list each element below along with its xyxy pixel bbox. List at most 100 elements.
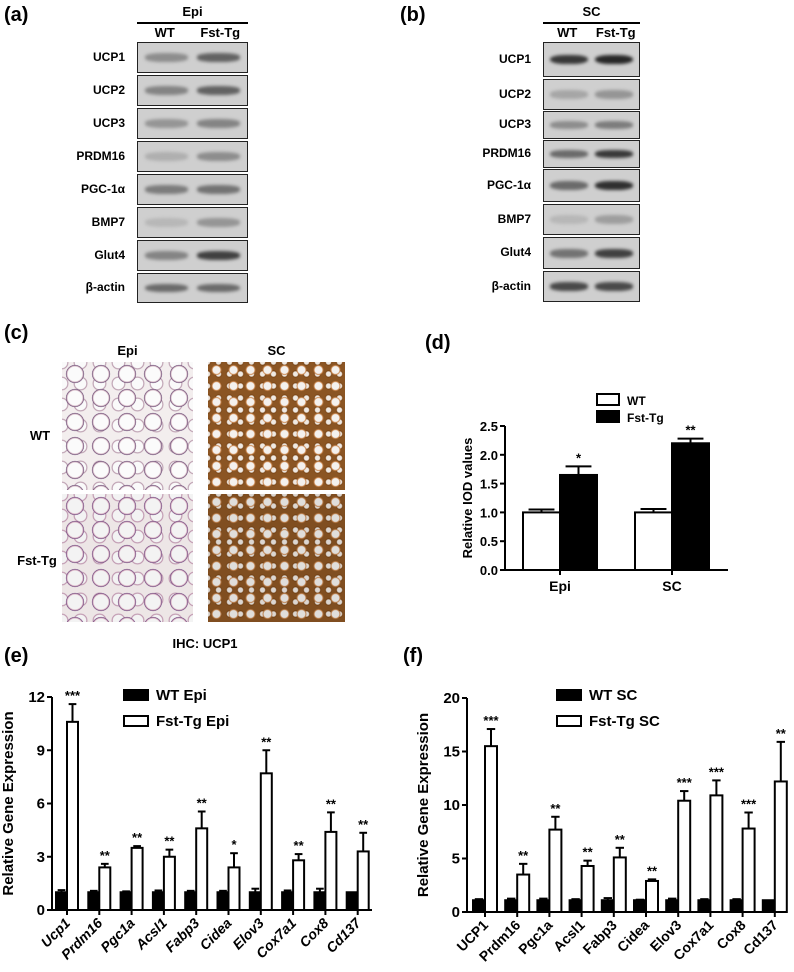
significance-marker: ** bbox=[647, 863, 658, 878]
bar-fst-tg-sc bbox=[548, 828, 563, 913]
bar-wt-epi bbox=[281, 891, 295, 911]
protein-band bbox=[144, 251, 189, 260]
significance-marker: *** bbox=[709, 764, 725, 779]
significance-marker: *** bbox=[677, 775, 693, 790]
y-axis-label: Relative IOD values bbox=[460, 438, 475, 559]
legend-swatch bbox=[123, 715, 149, 727]
bar-fst-tg-epi bbox=[259, 772, 273, 912]
y-tick-label: 2.5 bbox=[480, 419, 498, 434]
bar-wt-sc bbox=[729, 899, 744, 913]
ihc-column-epi: Epi bbox=[117, 343, 138, 358]
lane-header-wt: WT bbox=[557, 25, 578, 40]
significance-marker: ** bbox=[685, 423, 696, 438]
ihc-caption: IHC: UCP1 bbox=[172, 636, 238, 651]
x-tick-label: Cd137 bbox=[323, 914, 365, 956]
blot-row-label: β-actin bbox=[85, 280, 125, 294]
legend-label: Fst-Tg bbox=[627, 411, 664, 425]
blot-row-label: PRDM16 bbox=[482, 146, 531, 160]
blot-strip bbox=[543, 237, 640, 269]
bar-wt-sc bbox=[697, 899, 712, 913]
lane-header-fst-tg: Fst-Tg bbox=[200, 25, 241, 40]
blot-strip bbox=[137, 174, 248, 205]
blot-strip bbox=[543, 140, 640, 168]
panel-label-d: (d) bbox=[425, 332, 451, 354]
ihc-row-wt: WT bbox=[29, 428, 51, 443]
blot-row-label: UCP3 bbox=[498, 117, 531, 131]
bar-wt bbox=[634, 511, 673, 572]
x-tick-label: Cd137 bbox=[740, 917, 781, 958]
y-tick-label: 0 bbox=[452, 904, 460, 921]
bar-fst-tg-sc bbox=[773, 780, 788, 914]
chart-d: 0.0 0.5 1.0 1.5 2.0 2.5 Relative IOD values Epi… bbox=[460, 393, 728, 594]
blot-row-label: Glut4 bbox=[94, 247, 125, 262]
significance-marker: ** bbox=[164, 834, 175, 849]
significance-marker: ** bbox=[518, 848, 529, 863]
ihc-image-epi-wt bbox=[62, 362, 193, 490]
bar-fst-tg-sc bbox=[612, 856, 627, 913]
y-tick-label: 1.0 bbox=[480, 505, 498, 520]
significance-marker: ** bbox=[615, 832, 626, 847]
x-tick-label: Epi bbox=[549, 578, 571, 594]
bar-wt bbox=[522, 511, 561, 572]
bar-wt-epi bbox=[184, 891, 198, 911]
bar-fst-tg-sc bbox=[741, 827, 756, 913]
bar-wt-epi bbox=[248, 891, 262, 911]
y-tick-label: 5 bbox=[452, 851, 460, 868]
protein-band bbox=[549, 180, 588, 191]
blot-strip bbox=[543, 169, 640, 202]
bar-wt-sc bbox=[633, 899, 647, 913]
header-rule bbox=[543, 22, 640, 24]
y-tick-label: 20 bbox=[443, 690, 460, 707]
protein-band bbox=[595, 282, 634, 291]
protein-band bbox=[549, 282, 588, 291]
y-tick-label: 15 bbox=[443, 744, 460, 761]
protein-band bbox=[549, 150, 588, 158]
bar-wt-epi bbox=[55, 891, 68, 911]
significance-marker: ** bbox=[776, 726, 787, 741]
protein-band bbox=[196, 86, 241, 95]
bar-wt-sc bbox=[600, 899, 615, 913]
blot-strip bbox=[543, 204, 640, 235]
blot-row-label: UCP3 bbox=[92, 115, 125, 130]
blot-strip bbox=[543, 79, 640, 110]
bar-fst-tg-sc bbox=[580, 864, 595, 913]
bar-wt-sc bbox=[665, 899, 680, 913]
y-tick-label: 0.5 bbox=[480, 534, 498, 549]
blot-row-label: PRDM16 bbox=[76, 148, 125, 163]
legend-swatch bbox=[556, 715, 582, 727]
protein-band bbox=[549, 121, 588, 129]
y-tick-label: 0.0 bbox=[480, 563, 498, 578]
bar-fst-tg-epi bbox=[130, 846, 144, 911]
bar-wt-sc bbox=[536, 899, 551, 913]
blot-strip bbox=[543, 42, 640, 77]
protein-band bbox=[595, 90, 634, 99]
bar-wt-epi bbox=[151, 891, 165, 911]
protein-band bbox=[144, 218, 189, 227]
blot-strip bbox=[543, 111, 640, 139]
significance-marker: ** bbox=[100, 848, 111, 863]
bar-fst-tg-epi bbox=[292, 859, 306, 911]
blot-row-label: PGC-1α bbox=[486, 177, 531, 192]
blot-strip bbox=[137, 108, 248, 139]
significance-marker: ** bbox=[326, 796, 337, 811]
blot-strip bbox=[137, 141, 248, 172]
y-tick-label: 10 bbox=[443, 797, 460, 814]
significance-marker: ** bbox=[358, 817, 369, 832]
bar-fst-tg-epi bbox=[227, 866, 241, 912]
bar-wt-sc bbox=[568, 899, 583, 913]
ihc-image-epi-fst-tg bbox=[62, 494, 193, 622]
protein-band bbox=[595, 180, 634, 191]
protein-band bbox=[549, 248, 588, 258]
protein-band bbox=[196, 218, 241, 227]
western-blot-epi: Epi WT Fst-Tg UCP1 UCP2 UCP3 PRDM16 PGC-1α BMP7 G… bbox=[0, 0, 394, 310]
blot-row-label: Glut4 bbox=[500, 245, 531, 259]
significance-marker: *** bbox=[65, 688, 81, 703]
x-tick-label: Fabp3 bbox=[579, 917, 620, 958]
significance-marker: ** bbox=[294, 838, 305, 853]
bar-wt-epi bbox=[345, 891, 359, 911]
lane-header-fst-tg: Fst-Tg bbox=[595, 25, 636, 40]
x-tick-label: Fabp3 bbox=[162, 915, 203, 956]
legend-label: Fst-Tg Epi bbox=[156, 713, 229, 730]
bar-wt-epi bbox=[87, 891, 101, 911]
